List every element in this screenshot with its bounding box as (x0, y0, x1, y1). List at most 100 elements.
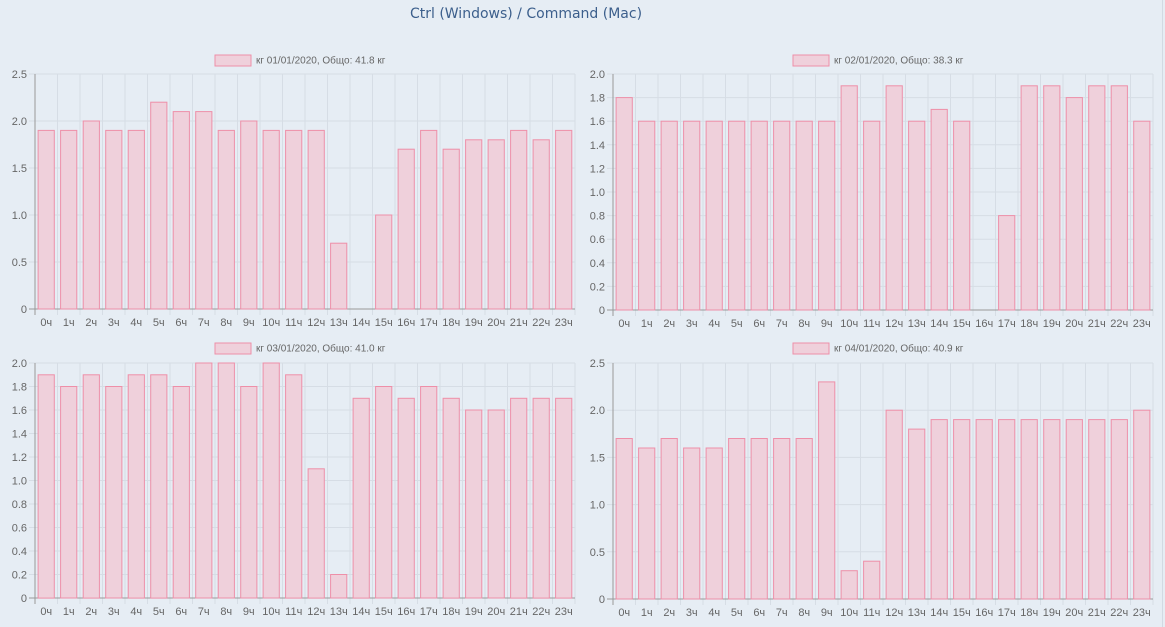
bar-8ч (217, 362, 235, 599)
x-tick-label: 12ч (885, 607, 903, 619)
bar-10ч (840, 570, 858, 600)
x-tick-label: 9ч (243, 606, 255, 618)
bar-0ч (615, 438, 633, 600)
x-tick-label: 2ч (85, 606, 97, 618)
y-tick-label: 2.0 (12, 358, 27, 370)
x-tick-label: 11ч (285, 606, 302, 618)
bar-23ч (555, 397, 573, 599)
bar-21ч (1088, 85, 1106, 311)
bar-5ч (150, 374, 168, 599)
bar-11ч (285, 129, 303, 310)
bar-18ч (1020, 419, 1038, 600)
x-tick-label: 13ч (908, 318, 926, 330)
x-tick-label: 14ч (930, 318, 948, 330)
multi-select-hint: Ctrl (Windows) / Command (Mac) (409, 6, 643, 22)
y-tick-label: 0.6 (12, 523, 27, 535)
x-tick-label: 1ч (641, 607, 653, 619)
bar-2ч (82, 374, 100, 599)
x-tick-label: 17ч (420, 317, 438, 329)
x-tick-label: 14ч (930, 607, 948, 619)
bar-2ч (660, 120, 678, 311)
x-tick-label: 5ч (153, 317, 165, 329)
bar-9ч (240, 120, 258, 310)
bar-21ч (510, 129, 528, 310)
bar-12ч (307, 468, 325, 599)
bar-4ч (127, 129, 145, 310)
legend-label: кг 03/01/2020, Общо: 41.0 кг (256, 343, 386, 355)
y-tick-label: 1.5 (12, 163, 27, 175)
y-tick-label: 1.0 (12, 476, 27, 488)
panel-border (1162, 0, 1163, 627)
x-tick-label: 12ч (307, 606, 325, 618)
x-tick-label: 15ч (953, 607, 971, 619)
x-tick-label: 17ч (420, 606, 438, 618)
bar-11ч (863, 560, 881, 600)
bar-13ч (330, 242, 348, 310)
x-tick-label: 21ч (1088, 607, 1106, 619)
x-tick-label: 14ч (352, 606, 370, 618)
legend-swatch (792, 54, 830, 67)
chart-legend[interactable]: кг 04/01/2020, Общо: 40.9 кг (792, 342, 964, 355)
x-tick-label: 17ч (998, 318, 1016, 330)
chart-legend[interactable]: кг 02/01/2020, Общо: 38.3 кг (792, 54, 964, 67)
y-tick-label: 0 (599, 594, 605, 606)
y-tick-label: 1.0 (12, 210, 27, 222)
chart-legend[interactable]: кг 03/01/2020, Общо: 41.0 кг (214, 342, 386, 355)
x-tick-label: 0ч (618, 607, 630, 619)
bar-1ч (60, 129, 78, 310)
bar-16ч (397, 397, 415, 599)
x-tick-label: 4ч (130, 606, 142, 618)
y-tick-label: 2.5 (12, 69, 27, 81)
x-tick-label: 10ч (262, 606, 280, 618)
y-tick-label: 0.2 (12, 570, 27, 582)
bar-12ч (885, 409, 903, 600)
x-tick-label: 18ч (1020, 318, 1038, 330)
bar-21ч (510, 397, 528, 599)
y-tick-label: 2.5 (590, 358, 605, 370)
y-tick-label: 1.4 (12, 429, 27, 441)
x-tick-label: 13ч (908, 607, 926, 619)
y-tick-label: 0.4 (12, 546, 27, 558)
x-tick-label: 20ч (1065, 607, 1083, 619)
x-tick-label: 22ч (1110, 607, 1128, 619)
x-tick-label: 13ч (330, 317, 348, 329)
y-tick-label: 0 (21, 593, 27, 605)
x-tick-label: 19ч (465, 606, 483, 618)
y-tick-label: 0.5 (590, 547, 605, 559)
bar-6ч (172, 111, 190, 310)
x-tick-label: 11ч (863, 318, 880, 330)
y-tick-label: 0.6 (590, 234, 605, 246)
x-tick-label: 0ч (618, 318, 630, 330)
bar-10ч (262, 129, 280, 310)
legend-swatch (792, 342, 830, 355)
x-tick-label: 16ч (397, 606, 415, 618)
bar-9ч (818, 381, 836, 600)
x-tick-label: 23ч (1133, 607, 1151, 619)
y-tick-label: 1.0 (590, 187, 605, 199)
x-tick-label: 18ч (442, 317, 460, 329)
chart-2: 0 0.2 0.4 0.6 0.8 1.0 1.2 1.4 1.6 1.8 2.0 0ч 1ч 2ч 3ч 4… (590, 54, 1154, 330)
x-tick-label: 6ч (175, 606, 187, 618)
x-tick-label: 7ч (198, 317, 210, 329)
chart-legend[interactable]: кг 01/01/2020, Общо: 41.8 кг (214, 54, 386, 67)
x-tick-label: 17ч (998, 607, 1016, 619)
x-tick-label: 6ч (753, 318, 765, 330)
bar-16ч (975, 419, 993, 600)
x-tick-label: 14ч (352, 317, 370, 329)
x-tick-label: 6ч (175, 317, 187, 329)
bar-20ч (1065, 419, 1083, 600)
y-tick-label: 2.0 (12, 116, 27, 128)
x-tick-label: 2ч (85, 317, 97, 329)
bar-8ч (217, 129, 235, 310)
x-tick-label: 23ч (555, 606, 573, 618)
x-tick-label: 21ч (510, 317, 528, 329)
x-tick-label: 11ч (285, 317, 302, 329)
bar-7ч (195, 111, 213, 310)
y-tick-label: 0.4 (590, 258, 605, 270)
chart-3: 0 0.2 0.4 0.6 0.8 1.0 1.2 1.4 1.6 1.8 2.0 0ч 1ч 2ч 3ч 4… (12, 342, 576, 618)
x-tick-label: 7ч (198, 606, 210, 618)
bar-20ч (1065, 97, 1083, 311)
legend-swatch (214, 54, 252, 67)
x-tick-label: 12ч (307, 317, 325, 329)
